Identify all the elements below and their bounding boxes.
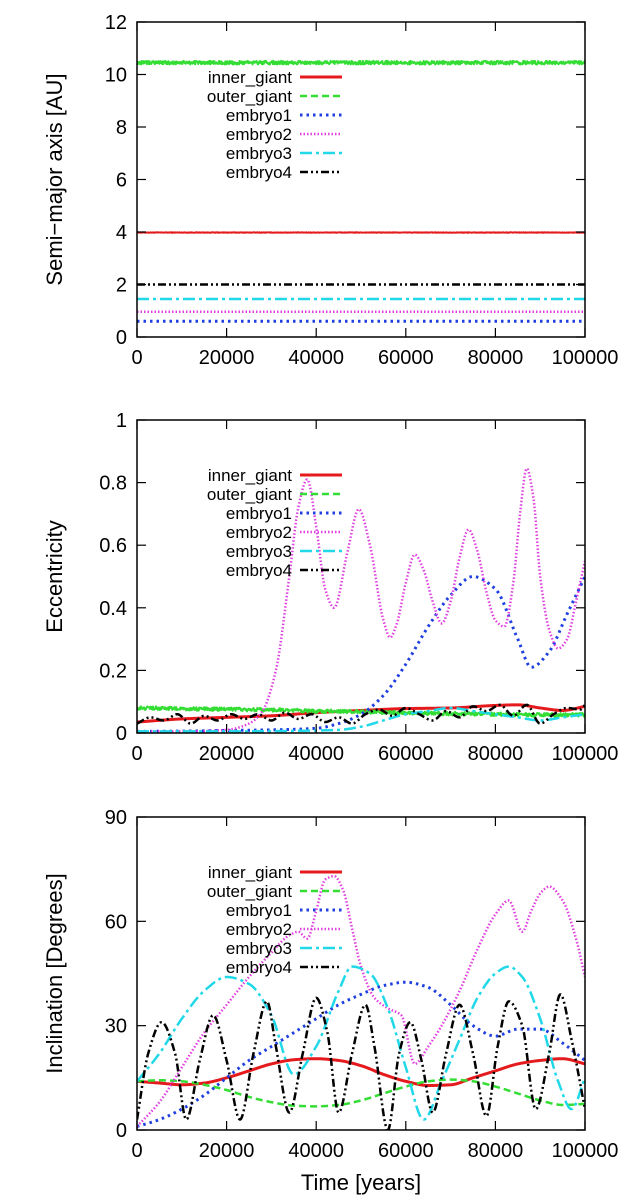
chart-eccentricity: 0 20000 40000 60000 80000 100000 0 0.2 0.4 0.6 0.8… xyxy=(42,410,618,765)
x-tick-label: 80000 xyxy=(468,1140,524,1162)
x-tick-label: 80000 xyxy=(468,743,524,765)
x-tick-label: 60000 xyxy=(378,1140,434,1162)
series-line-outer-giant xyxy=(137,59,585,66)
y-tick-label: 4 xyxy=(116,222,127,244)
y-tick-label: 0 xyxy=(116,327,127,349)
legend-label: embryo3 xyxy=(226,144,292,163)
x-tick-label: 40000 xyxy=(288,347,344,369)
y-tick-label: 6 xyxy=(116,170,127,192)
y-tick-label: 12 xyxy=(105,12,127,34)
x-tick-label: 60000 xyxy=(378,347,434,369)
series-line-inner-giant xyxy=(137,1057,585,1087)
y-tick-label: 90 xyxy=(105,807,127,829)
x-tick-label: 0 xyxy=(131,743,142,765)
legend-label: embryo2 xyxy=(226,523,292,542)
series-line-outer-giant xyxy=(137,705,585,718)
legend-label: embryo4 xyxy=(226,163,292,182)
legend-label: embryo2 xyxy=(226,920,292,939)
legend-label: embryo1 xyxy=(226,504,292,523)
x-tick-label: 40000 xyxy=(288,1140,344,1162)
y-tick-label: 0 xyxy=(116,1120,127,1142)
legend-label: embryo3 xyxy=(226,542,292,561)
legend-label: outer_giant xyxy=(207,485,292,504)
y-axis-label: Eccentricity xyxy=(42,520,67,632)
legend: inner_giantouter_giantembryo1embryo2embr… xyxy=(207,68,342,182)
x-tick-label: 100000 xyxy=(552,743,619,765)
x-tick-label: 0 xyxy=(131,347,142,369)
legend-label: embryo3 xyxy=(226,939,292,958)
legend-label: embryo4 xyxy=(226,561,292,580)
plot-frame xyxy=(136,21,586,338)
legend-label: outer_giant xyxy=(207,87,292,106)
legend-label: inner_giant xyxy=(208,863,292,882)
x-axis-label: Time [years] xyxy=(301,1170,421,1195)
y-tick-label: 8 xyxy=(116,117,127,139)
y-tick-label: 2 xyxy=(116,275,127,297)
legend-label: inner_giant xyxy=(208,466,292,485)
x-tick-label: 0 xyxy=(131,1140,142,1162)
legend-label: embryo1 xyxy=(226,106,292,125)
plot-frame xyxy=(136,419,586,734)
y-tick-label: 0.6 xyxy=(99,535,127,557)
x-tick-label: 20000 xyxy=(199,1140,255,1162)
series-line-embryo2 xyxy=(137,467,585,733)
y-tick-label: 0.4 xyxy=(99,598,127,620)
y-tick-label: 60 xyxy=(105,911,127,933)
chart-inclination: 0 20000 40000 60000 80000 100000 0 30 60 90 Inclin… xyxy=(42,807,618,1195)
x-tick-label: 40000 xyxy=(288,743,344,765)
series-line-embryo3 xyxy=(137,706,585,733)
legend-label: embryo1 xyxy=(226,901,292,920)
x-tick-label: 60000 xyxy=(378,743,434,765)
series-group xyxy=(137,467,585,733)
legend: inner_giantouter_giantembryo1embryo2embr… xyxy=(207,863,342,977)
x-tick-label: 100000 xyxy=(552,347,619,369)
series-group xyxy=(137,874,585,1130)
y-tick-label: 0 xyxy=(116,723,127,745)
legend-label: inner_giant xyxy=(208,68,292,87)
series-line-outer-giant xyxy=(137,1078,585,1108)
y-tick-label: 30 xyxy=(105,1016,127,1038)
x-tick-label: 20000 xyxy=(199,743,255,765)
y-axis-label: Inclination [Degrees] xyxy=(42,873,67,1074)
y-tick-label: 1 xyxy=(116,410,127,432)
series-group xyxy=(137,59,585,323)
x-tick-label: 80000 xyxy=(468,347,524,369)
x-tick-label: 100000 xyxy=(552,1140,619,1162)
series-line-inner-giant xyxy=(137,231,585,234)
y-tick-label: 10 xyxy=(105,65,127,87)
legend-label: embryo2 xyxy=(226,125,292,144)
y-tick-label: 0.8 xyxy=(99,473,127,495)
chart-semi-major-axis: 0 20000 40000 60000 80000 100000 0 2 4 6 8 10 12 Semi… xyxy=(42,12,618,369)
x-tick-label: 20000 xyxy=(199,347,255,369)
y-axis-label: Semi−major axis [AU] xyxy=(42,73,67,285)
series-line-embryo3 xyxy=(137,965,585,1121)
plot-frame xyxy=(136,816,586,1131)
legend-label: outer_giant xyxy=(207,882,292,901)
y-tick-label: 0.2 xyxy=(99,660,127,682)
series-line-embryo4 xyxy=(137,993,585,1130)
series-line-embryo1 xyxy=(137,980,585,1128)
series-line-embryo4 xyxy=(137,703,585,725)
series-line-embryo2 xyxy=(137,874,585,1128)
legend-label: embryo4 xyxy=(226,958,292,977)
legend: inner_giantouter_giantembryo1embryo2embr… xyxy=(207,466,342,580)
